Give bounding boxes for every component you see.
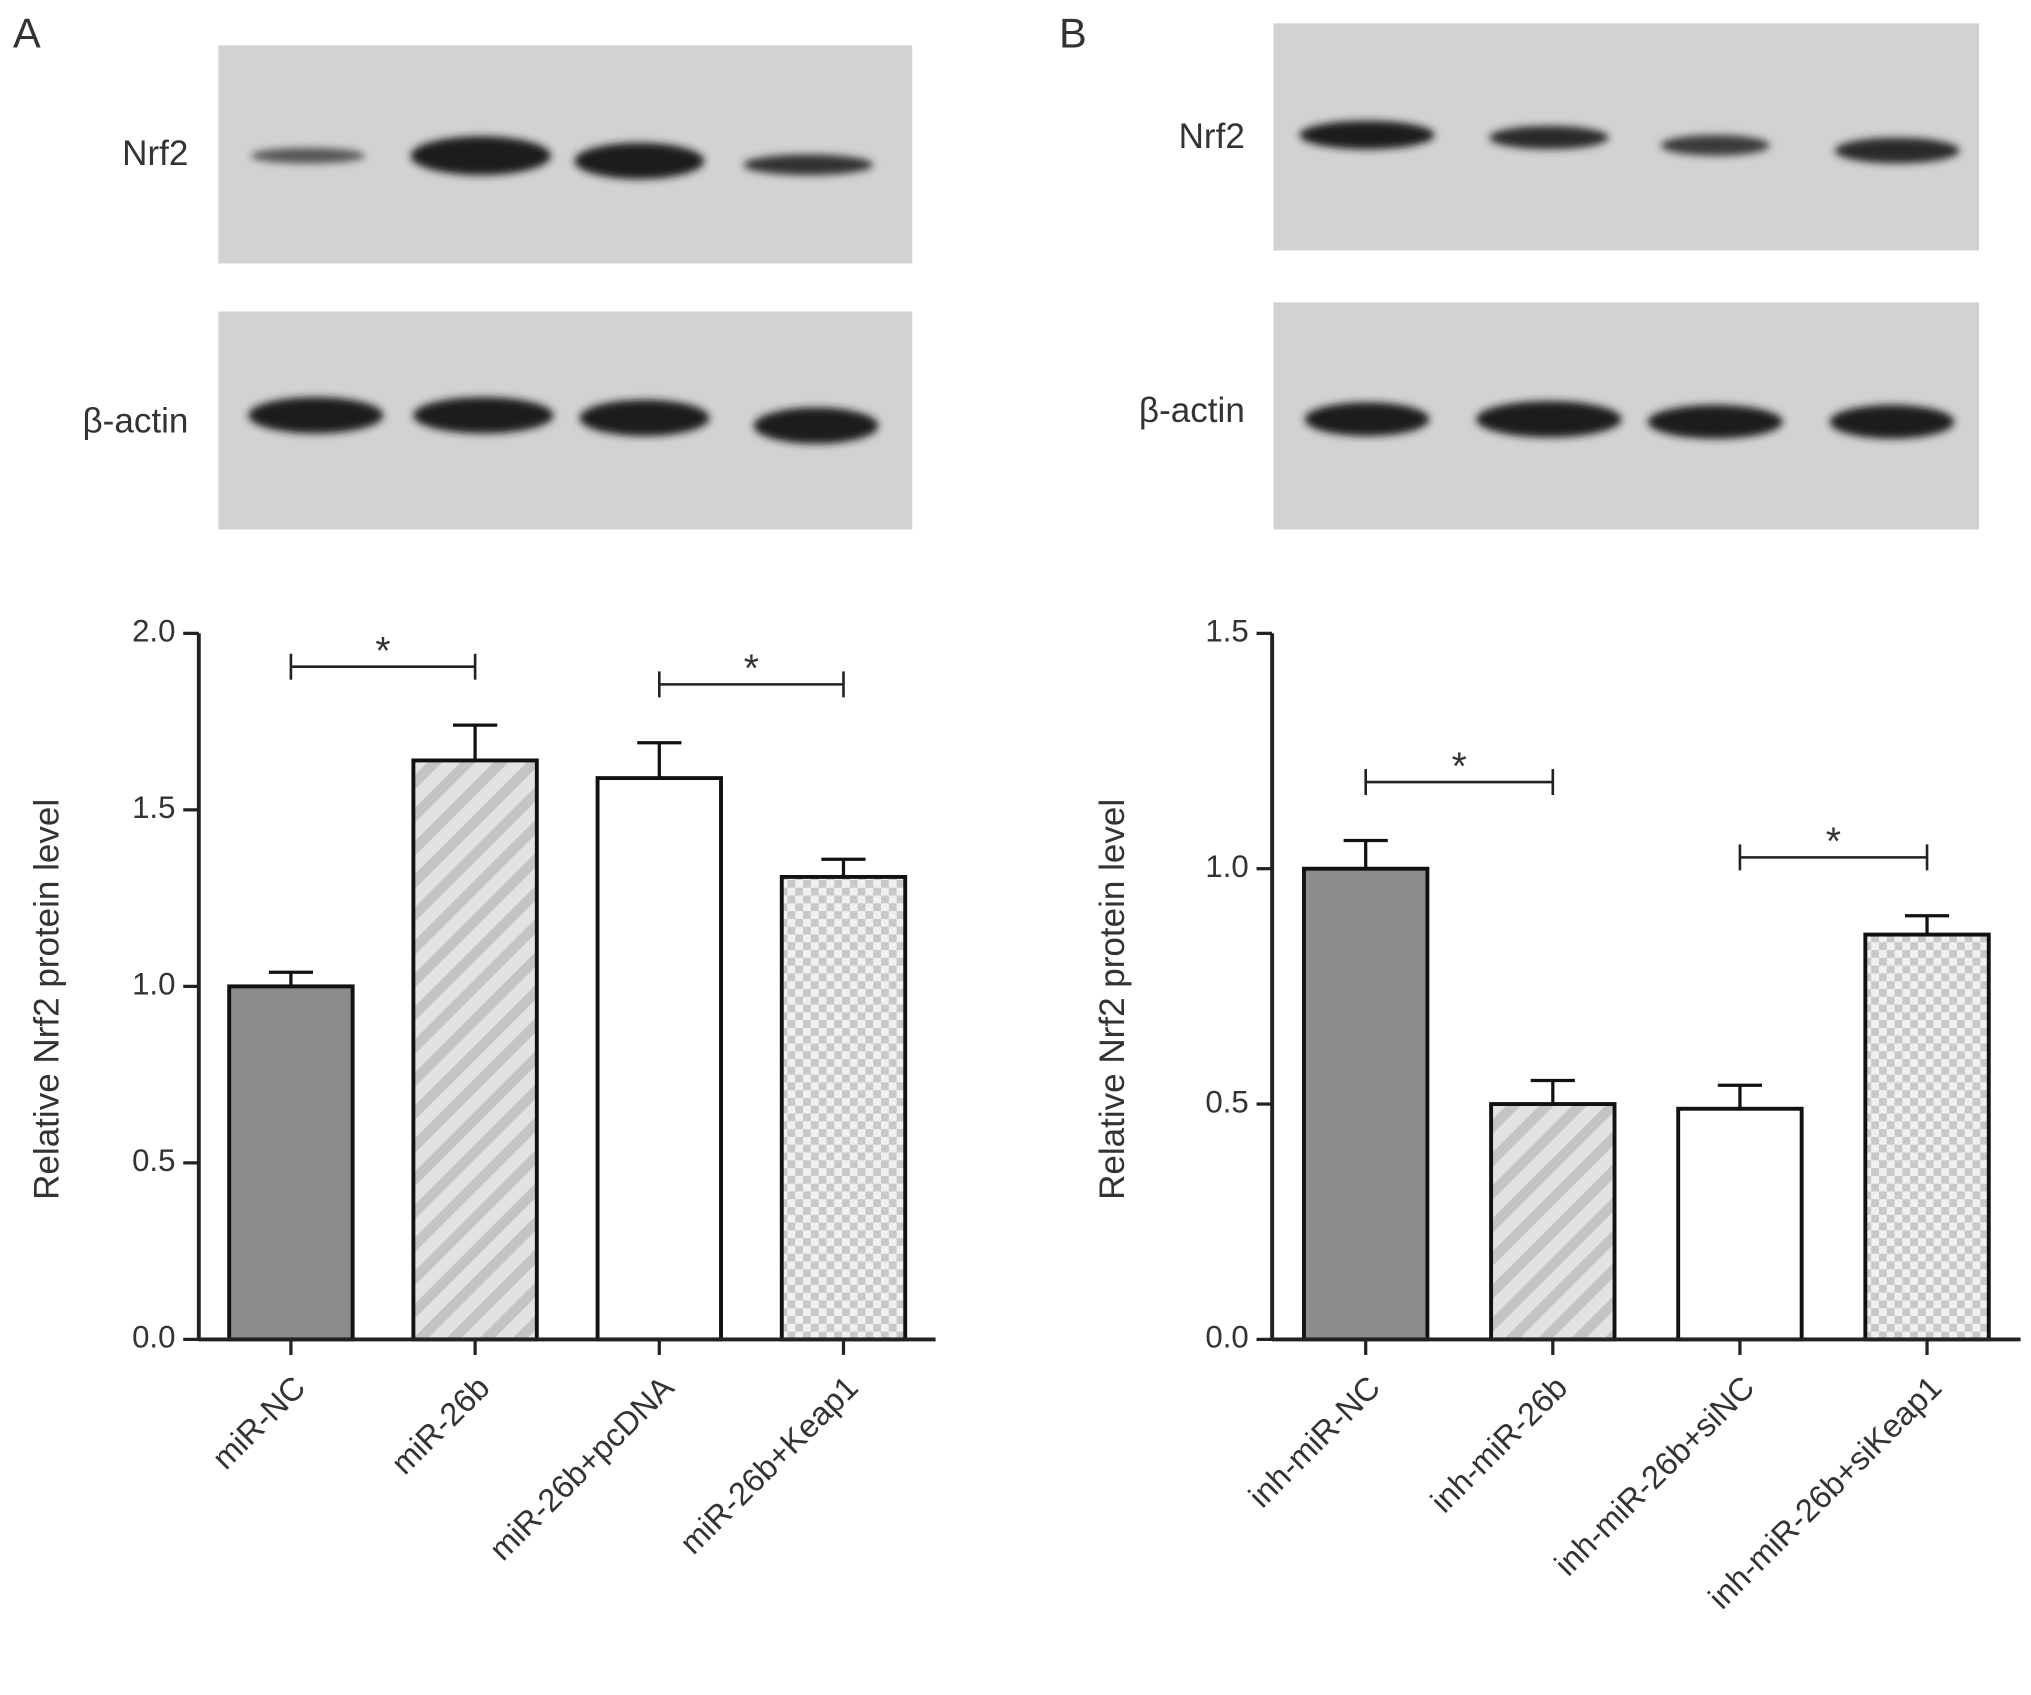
y-tick-label: 0.5: [1205, 1084, 1248, 1119]
blot-label: β-actin: [82, 401, 188, 440]
significance-label: *: [1826, 821, 1841, 864]
y-axis-title: Relative Nrf2 protein level: [28, 799, 67, 1200]
bar: [1676, 1106, 1804, 1342]
x-tick-label: miR-26b+Keap1: [673, 1369, 865, 1561]
bar: [411, 758, 539, 1342]
bar: [1302, 866, 1430, 1342]
y-tick-label: 1.5: [132, 790, 175, 825]
bar: [1489, 1102, 1617, 1342]
y-tick-label: 1.5: [1205, 614, 1248, 649]
panel-label: A: [13, 9, 41, 56]
x-tick-label: inh-miR-NC: [1242, 1369, 1387, 1514]
y-tick-label: 0.5: [132, 1143, 175, 1178]
blot-label: Nrf2: [122, 134, 188, 173]
x-tick-label: miR-26b+pcDNA: [482, 1369, 681, 1567]
x-tick-label: miR-NC: [205, 1369, 312, 1476]
blot-label: β-actin: [1139, 391, 1245, 430]
significance-label: *: [1452, 745, 1467, 788]
significance-label: *: [375, 630, 390, 673]
y-tick-label: 2.0: [132, 614, 175, 649]
y-tick-label: 0.0: [132, 1320, 175, 1355]
blot-b: [1273, 23, 1980, 530]
x-tick-label: inh-miR-26b: [1424, 1369, 1575, 1519]
significance-label: *: [744, 648, 759, 691]
bar: [779, 874, 908, 1342]
panel-label: B: [1059, 9, 1087, 56]
x-tick-label: miR-26b: [384, 1369, 496, 1481]
y-tick-label: 1.0: [1205, 849, 1248, 884]
bar: [595, 776, 723, 1342]
blot-label: Nrf2: [1179, 117, 1245, 156]
y-tick-label: 1.0: [132, 967, 175, 1002]
x-tick-label: inh-miR-26b+siNC: [1548, 1369, 1762, 1582]
blot-a: [218, 45, 913, 530]
bar: [1863, 932, 1991, 1342]
y-axis-title: Relative Nrf2 protein level: [1093, 799, 1132, 1200]
bar: [227, 984, 355, 1342]
y-tick-label: 0.0: [1205, 1320, 1248, 1355]
